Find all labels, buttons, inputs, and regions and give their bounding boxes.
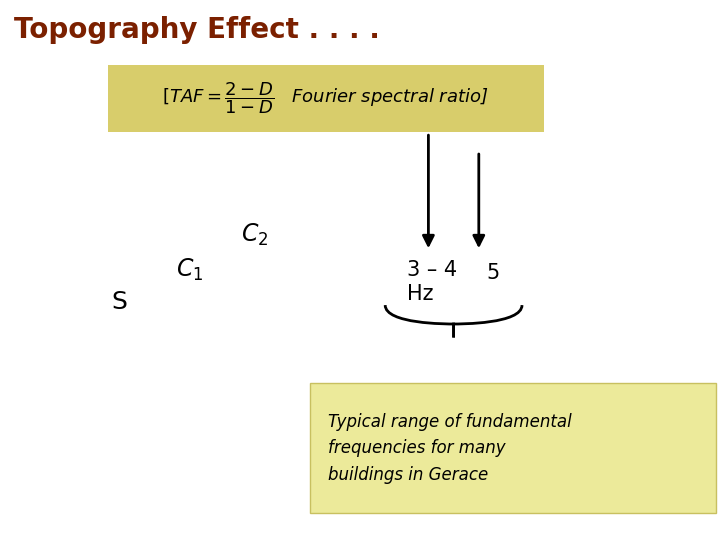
Text: Typical range of fundamental
frequencies for many
buildings in Gerace: Typical range of fundamental frequencies… xyxy=(328,413,572,484)
Text: Topography Effect . . . .: Topography Effect . . . . xyxy=(14,16,380,44)
FancyBboxPatch shape xyxy=(310,383,716,513)
Text: $[TAF = \dfrac{2-D}{1-D}$   Fourier spectral ratio]: $[TAF = \dfrac{2-D}{1-D}$ Fourier spectr… xyxy=(163,80,489,117)
Text: Hz: Hz xyxy=(407,284,433,305)
Text: 3 – 4: 3 – 4 xyxy=(407,260,457,280)
Text: S: S xyxy=(112,291,127,314)
FancyBboxPatch shape xyxy=(108,65,544,132)
Text: 5: 5 xyxy=(486,262,499,283)
Text: $C_1$: $C_1$ xyxy=(176,257,204,283)
Text: $C_2$: $C_2$ xyxy=(241,222,269,248)
